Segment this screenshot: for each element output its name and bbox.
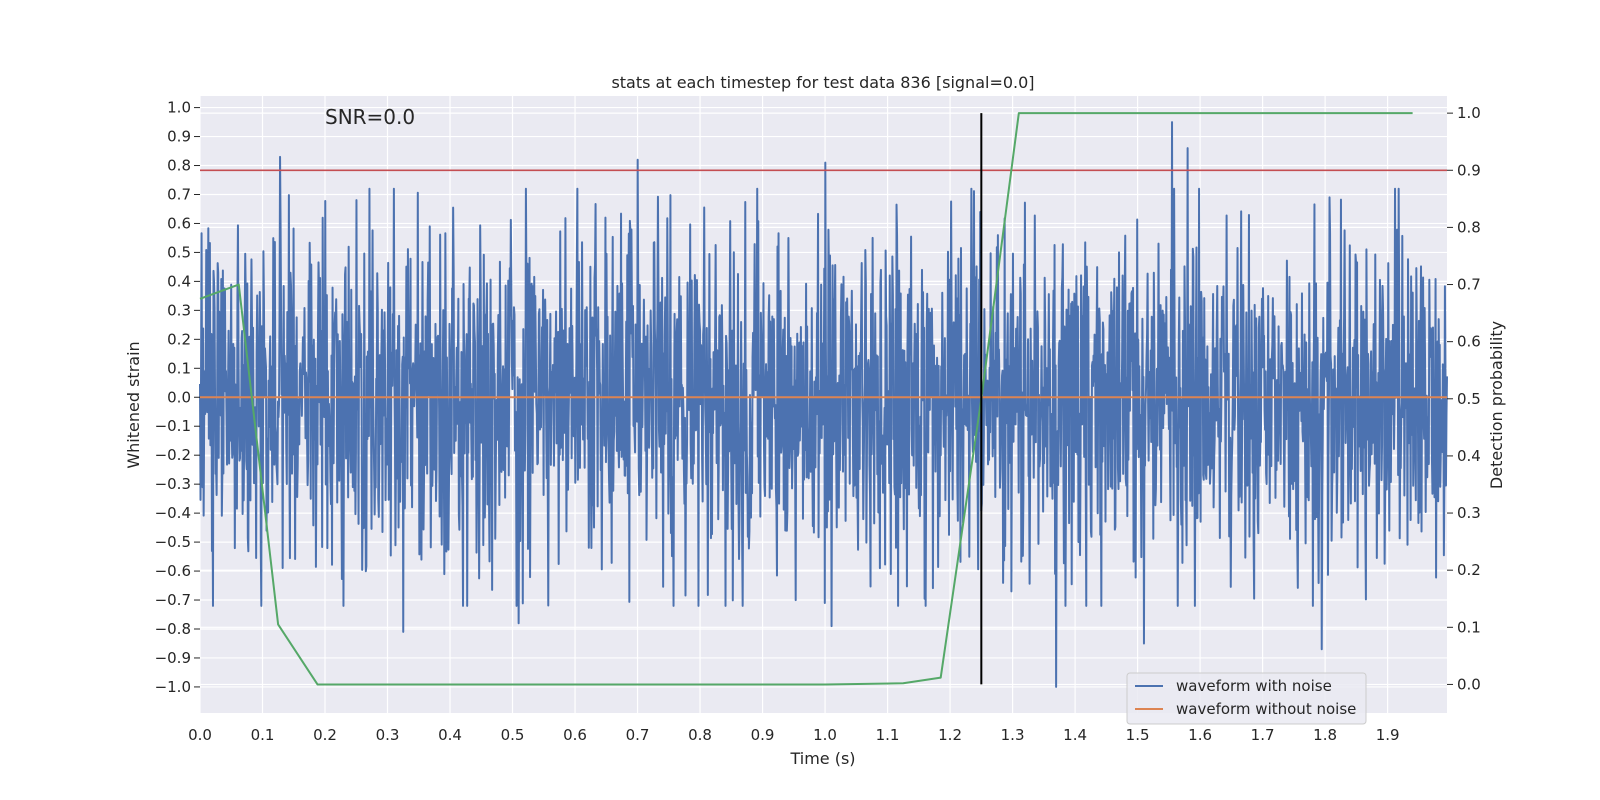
x-axis-label: Time (s) xyxy=(789,749,855,768)
y2-tick-label: 0.3 xyxy=(1457,504,1481,522)
y-tick-label: 0.9 xyxy=(167,128,191,146)
y2-tick-label: 1.0 xyxy=(1457,104,1481,122)
snr-annotation: SNR=0.0 xyxy=(325,105,415,129)
x-tick-label: 0.2 xyxy=(313,726,337,744)
grid-lines xyxy=(199,96,1447,713)
chart-title: stats at each timestep for test data 836… xyxy=(611,73,1034,92)
y-tick-label: −0.2 xyxy=(155,446,191,464)
series-lines-layer xyxy=(199,112,1447,686)
y2-tick-label: 0.4 xyxy=(1457,447,1481,465)
x-tick-label: 0.5 xyxy=(501,726,525,744)
y-tick-label: 1.0 xyxy=(167,99,191,117)
x-tick-label: 0.4 xyxy=(438,726,462,744)
y2-tick-label: 0.1 xyxy=(1457,618,1481,636)
y-tick-label: −0.8 xyxy=(155,620,191,638)
y2-tick-label: 0.0 xyxy=(1457,675,1481,693)
y-tick-label: 0.7 xyxy=(167,185,191,203)
legend-box xyxy=(1126,672,1367,725)
x-tick-label: 1.0 xyxy=(813,726,837,744)
legend-label-noise: waveform with noise xyxy=(1176,677,1332,695)
x-tick-label: 1.7 xyxy=(1251,726,1275,744)
y2-tick-label: 0.2 xyxy=(1457,561,1481,579)
series-line-detection-probability xyxy=(199,112,1413,686)
y-tick-label: −0.9 xyxy=(155,649,191,667)
y-tick-label: −0.4 xyxy=(155,504,191,522)
x-tick-label: 0.9 xyxy=(751,726,775,744)
y-tick-label: −1.0 xyxy=(155,678,191,696)
x-tick-label: 0.1 xyxy=(251,726,275,744)
y-axis-label: Whitened strain xyxy=(124,341,143,468)
noise-series-layer xyxy=(199,121,1448,688)
legend: waveform with noise waveform without noi… xyxy=(1126,672,1367,725)
y-tick-label: −0.1 xyxy=(155,417,191,435)
y2-tick-label: 0.6 xyxy=(1457,333,1481,351)
x-tick-label: 0.8 xyxy=(688,726,712,744)
y2-tick-label: 0.8 xyxy=(1457,218,1481,236)
y2-tick-label: 0.7 xyxy=(1457,276,1481,294)
y-tick-label: 0.5 xyxy=(167,243,191,261)
x-tick-label: 0.7 xyxy=(626,726,650,744)
tick-labels-layer: 0.0 0.1 0.2 0.3 0.4 0.5 0.6 0.7 0.8 0.9 1.0 1.1 1.2 1… xyxy=(155,99,1481,744)
x-tick-label: 1.3 xyxy=(1001,726,1025,744)
x-tick-label: 1.4 xyxy=(1063,726,1087,744)
y-tick-label: 0.2 xyxy=(167,330,191,348)
series-line-waveform-with-noise xyxy=(199,121,1448,688)
x-tick-label: 1.2 xyxy=(938,726,962,744)
x-tick-label: 0.3 xyxy=(376,726,400,744)
y2-axis-label: Detection probability xyxy=(1487,321,1506,489)
y2-tick-label: 0.5 xyxy=(1457,390,1481,408)
y-tick-label: 0.0 xyxy=(167,388,191,406)
y-tick-label: −0.5 xyxy=(155,533,191,551)
y-tick-label: 0.1 xyxy=(167,359,191,377)
x-tick-label: 1.1 xyxy=(876,726,900,744)
y-tick-label: −0.7 xyxy=(155,591,191,609)
y-tick-label: 0.3 xyxy=(167,301,191,319)
y-tick-label: 0.4 xyxy=(167,272,191,290)
x-tick-label: 1.5 xyxy=(1126,726,1150,744)
x-tick-label: 1.9 xyxy=(1376,726,1400,744)
y-tick-label: 0.8 xyxy=(167,157,191,175)
x-tick-label: 0.6 xyxy=(563,726,587,744)
y2-tick-label: 0.9 xyxy=(1457,161,1481,179)
y-tick-label: −0.3 xyxy=(155,475,191,493)
y-tick-label: −0.6 xyxy=(155,562,191,580)
y-tick-label: 0.6 xyxy=(167,214,191,232)
x-tick-label: 0.0 xyxy=(188,726,212,744)
x-tick-label: 1.6 xyxy=(1188,726,1212,744)
legend-label-clean: waveform without noise xyxy=(1176,700,1356,718)
x-tick-label: 1.8 xyxy=(1313,726,1337,744)
